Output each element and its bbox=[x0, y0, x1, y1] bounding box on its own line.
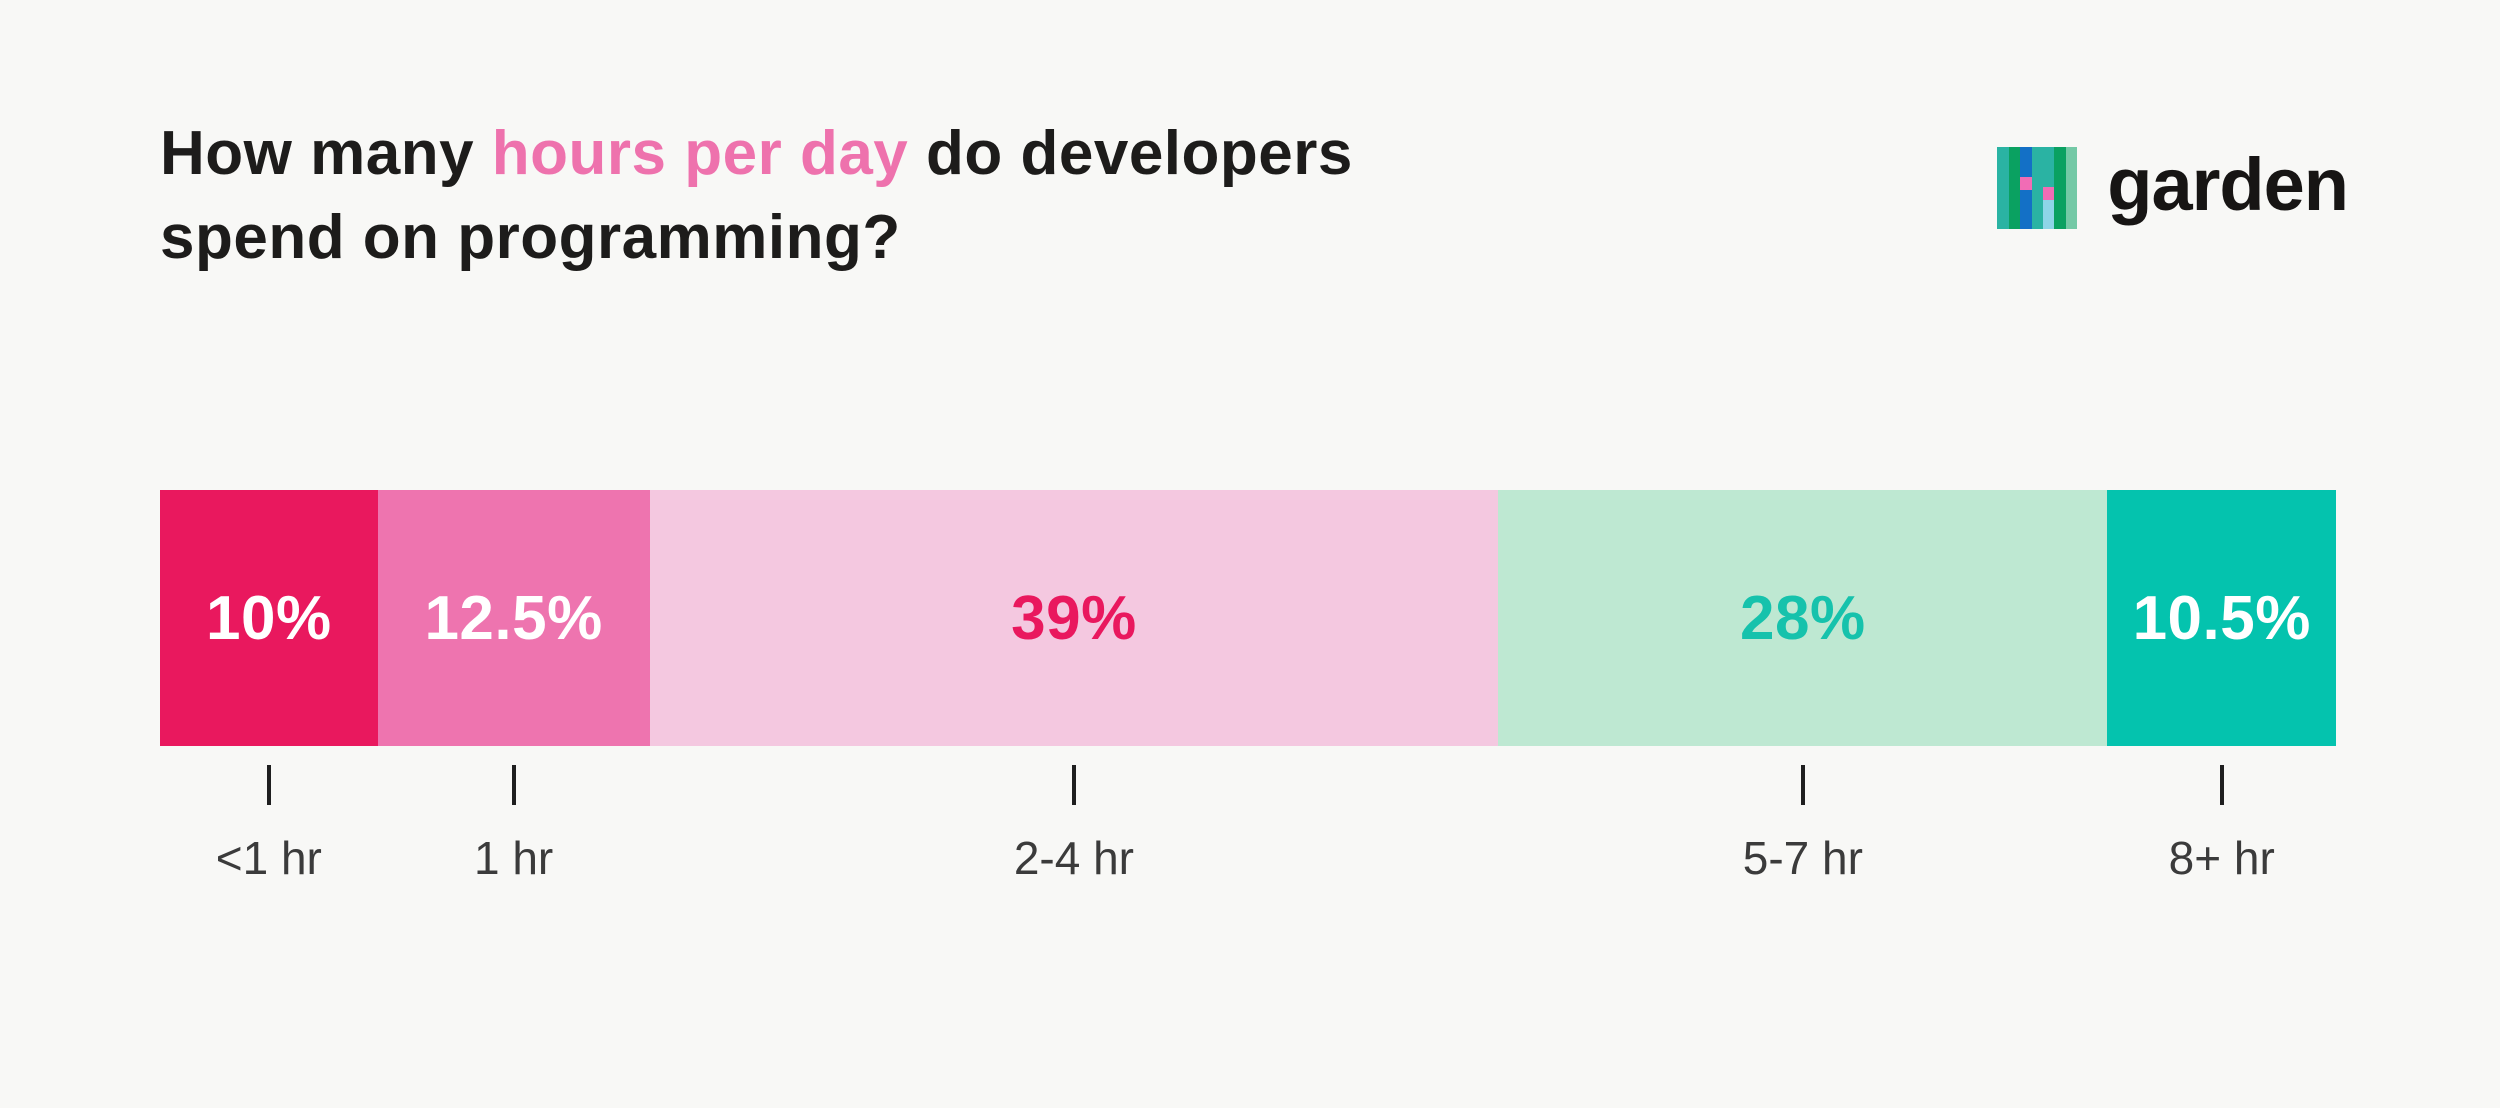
garden-logo-icon bbox=[1997, 147, 2078, 229]
axis-tick bbox=[1800, 765, 1805, 805]
axis-label: <1 hr bbox=[215, 832, 322, 884]
logo-pink-square bbox=[2020, 176, 2032, 190]
stacked-bar: 10% <1 hr 12.5% 1 hr 39% 2-4 hr 28% 5-7 hr 10.5%… bbox=[160, 490, 2336, 885]
bar-segment: 12.5% bbox=[377, 490, 650, 746]
bar-segment-column: 28% 5-7 hr bbox=[1498, 490, 2108, 885]
logo-stripe bbox=[2020, 147, 2032, 229]
axis-label: 1 hr bbox=[473, 832, 554, 884]
logo-stripe bbox=[2031, 147, 2043, 229]
axis-label: 2-4 hr bbox=[1013, 832, 1134, 884]
segment-value-label: 39% bbox=[1011, 583, 1137, 653]
bar-segment: 10% bbox=[160, 490, 378, 746]
bar-segment-column: 10.5% 8+ hr bbox=[2107, 490, 2336, 885]
stacked-bar-chart: 10% <1 hr 12.5% 1 hr 39% 2-4 hr 28% 5-7 hr 10.5%… bbox=[160, 490, 2336, 885]
bar-segment: 28% bbox=[1498, 490, 2108, 746]
logo-lightblue-block bbox=[2042, 200, 2055, 229]
bar-segment-column: 39% 2-4 hr bbox=[649, 490, 1499, 885]
logo-stripe bbox=[2065, 147, 2078, 229]
title-text-prefix: How many bbox=[160, 119, 492, 188]
bar-segment: 10.5% bbox=[2107, 490, 2336, 746]
chart-title: How many hours per day do developers spe… bbox=[160, 112, 1500, 280]
brand-name: garden bbox=[2107, 143, 2349, 226]
axis-tick bbox=[1071, 765, 1076, 805]
logo-stripe bbox=[2054, 147, 2066, 229]
bar-segment-column: 12.5% 1 hr bbox=[377, 490, 650, 885]
axis-tick bbox=[266, 765, 271, 805]
axis-label: 8+ hr bbox=[2168, 832, 2275, 884]
title-highlight: hours per day bbox=[491, 119, 909, 188]
axis-label: 5-7 hr bbox=[1742, 832, 1863, 884]
segment-value-label: 12.5% bbox=[424, 583, 603, 653]
logo-pink-square bbox=[2042, 187, 2055, 201]
bar-segment-column: 10% <1 hr bbox=[160, 490, 378, 885]
axis-tick bbox=[511, 765, 516, 805]
segment-value-label: 10.5% bbox=[2132, 583, 2311, 653]
segment-value-label: 28% bbox=[1740, 583, 1866, 653]
brand-logo: garden bbox=[1997, 140, 2349, 236]
logo-stripe bbox=[2008, 147, 2021, 229]
bar-segment: 39% bbox=[649, 490, 1499, 746]
logo-stripe bbox=[2042, 147, 2055, 229]
axis-tick bbox=[2219, 765, 2224, 805]
title-text-suffix: do developers spend on programming? bbox=[160, 119, 1353, 272]
segment-value-label: 10% bbox=[206, 583, 332, 653]
logo-stripe bbox=[1997, 147, 2009, 229]
